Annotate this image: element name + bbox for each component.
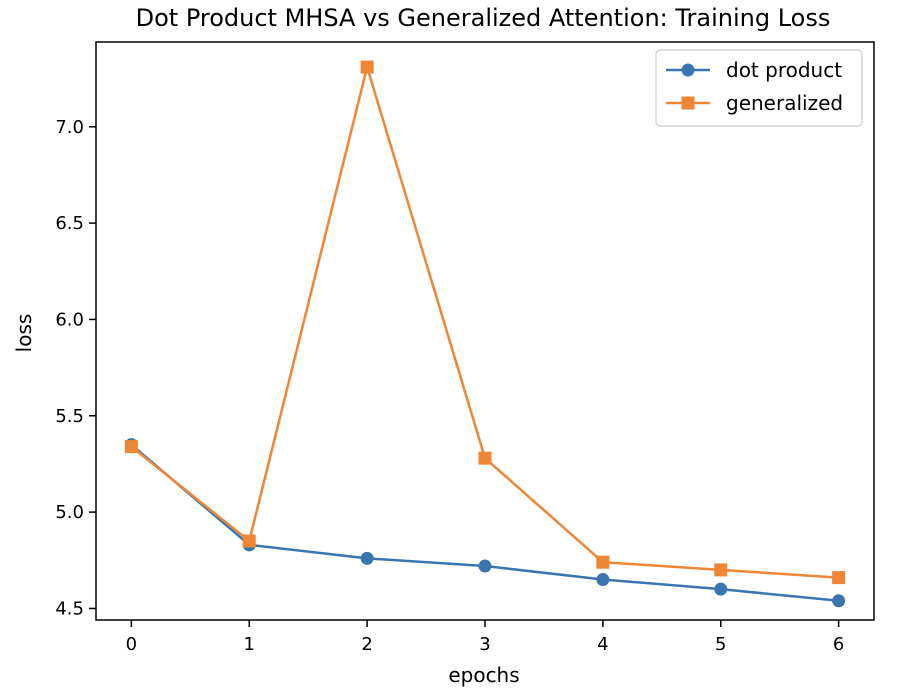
legend-label: dot product <box>726 58 842 82</box>
x-axis: 0 1 2 3 4 5 6 <box>126 620 844 655</box>
x-tick-label: 1 <box>244 634 255 655</box>
data-point <box>360 551 374 565</box>
y-tick-label: 6.0 <box>55 309 84 330</box>
legend-entry: dot product <box>666 58 842 82</box>
y-tick-label: 5.5 <box>55 406 84 427</box>
legend-entry: generalized <box>666 91 843 115</box>
data-point <box>242 534 256 548</box>
x-tick-label: 6 <box>833 634 844 655</box>
plot-frame <box>95 41 875 621</box>
legend-marker <box>681 96 695 110</box>
series-line <box>130 443 839 602</box>
x-tick-label: 2 <box>361 634 372 655</box>
data-point <box>714 563 728 577</box>
legend-marker <box>681 63 695 77</box>
legend: dot product generalized <box>655 49 863 127</box>
series-line <box>130 65 839 579</box>
data-point <box>596 555 610 569</box>
data-point <box>832 571 846 585</box>
chart-title: Dot Product MHSA vs Generalized Attentio… <box>136 4 831 32</box>
x-tick-label: 0 <box>126 634 137 655</box>
x-axis-label: epochs <box>448 663 519 687</box>
data-point <box>478 451 492 465</box>
y-axis-label: loss <box>12 314 36 353</box>
data-point <box>596 573 610 587</box>
y-tick-label: 4.5 <box>55 598 84 619</box>
y-tick-label: 7.0 <box>55 117 84 138</box>
x-tick-label: 5 <box>715 634 726 655</box>
plot-area <box>124 60 846 608</box>
data-point <box>360 60 374 74</box>
y-tick-label: 5.0 <box>55 502 84 523</box>
data-point <box>832 594 846 608</box>
data-point <box>124 440 138 454</box>
data-point <box>478 559 492 573</box>
x-tick-label: 4 <box>597 634 608 655</box>
series-generalized <box>124 60 846 585</box>
x-tick-label: 3 <box>479 634 490 655</box>
data-point <box>714 582 728 596</box>
y-axis: 4.5 5.0 5.5 6.0 6.5 7.0 <box>55 117 96 619</box>
legend-label: generalized <box>726 91 843 115</box>
y-tick-label: 6.5 <box>55 213 84 234</box>
